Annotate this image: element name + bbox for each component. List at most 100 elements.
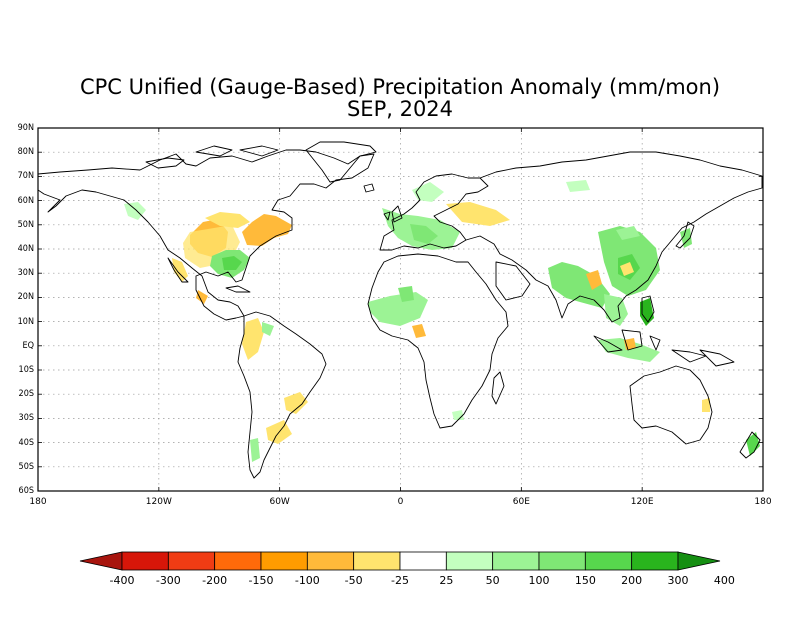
colorbar-label: -50 <box>344 574 363 587</box>
coast-japan <box>675 221 695 249</box>
anomaly-sahel-wet <box>368 292 428 326</box>
lat-label: 40N <box>17 244 34 254</box>
lat-label: 30S <box>18 413 34 424</box>
lon-label: 60W <box>269 497 290 507</box>
lat-label: 70N <box>17 171 34 182</box>
colorbar-cell <box>353 551 401 571</box>
colorbar-label: 50 <box>485 574 500 587</box>
coast-new-zealand <box>739 431 761 459</box>
colorbar-label: -300 <box>155 574 181 587</box>
coast-baja <box>167 257 189 283</box>
colorbar-label: 100 <box>528 574 550 587</box>
map-title: CPC Unified (Gauge-Based) Precipitation … <box>79 75 721 99</box>
colorbar-cell <box>445 551 494 571</box>
lat-label: 10S <box>18 365 34 375</box>
anomaly-us-southeast-wet-core <box>222 256 242 270</box>
coast-north-america <box>38 149 375 321</box>
colorbar-label: 25 <box>439 574 454 587</box>
colorbar-label: 300 <box>667 574 689 587</box>
coast-greenland <box>305 141 377 183</box>
anomaly-china-dry <box>620 262 634 276</box>
coast-arctic-islands <box>145 145 279 169</box>
coast-asia <box>465 151 763 323</box>
coast-madagascar <box>491 371 505 405</box>
lat-label: 10N <box>17 316 34 327</box>
coast-indonesia <box>593 329 707 363</box>
lon-label: 120E <box>630 497 654 507</box>
colorbar-label: -25 <box>391 574 409 587</box>
colorbar-cell <box>631 551 679 571</box>
anomaly-chile-wet <box>250 438 260 462</box>
colorbar-label: -150 <box>248 574 274 587</box>
coast-australia <box>629 365 713 445</box>
coast-iceland <box>363 183 375 193</box>
coastlines <box>38 141 763 479</box>
colorbar-cell <box>167 551 216 571</box>
anomaly-amazon-wet <box>262 322 274 336</box>
lat-label: 60N <box>17 195 34 206</box>
lat-label: 90N <box>17 123 34 133</box>
coast-south-america <box>237 311 327 479</box>
anomaly-nz-wet <box>746 432 760 456</box>
coast-uk <box>383 205 403 223</box>
colorbar-under-arrow <box>79 551 123 571</box>
coast-cuba <box>225 285 251 293</box>
coast-europe <box>379 173 489 251</box>
colorbar-over-arrow <box>677 551 721 571</box>
anomaly-siberia-wet <box>566 180 590 192</box>
colorbar-cell <box>492 551 540 571</box>
anomaly-russia-dry <box>446 202 510 226</box>
anomaly-india-wet <box>548 262 610 308</box>
lat-label: 50N <box>17 219 34 230</box>
anomaly-westafrica-wet <box>398 286 414 302</box>
coast-arabia <box>495 261 531 301</box>
anomaly-mongolia-wet <box>616 226 640 240</box>
lat-label: 20N <box>17 292 34 303</box>
anomaly-canada-dry <box>205 212 250 228</box>
anomaly-scandinavia-wet <box>412 182 444 202</box>
lon-label: 60E <box>512 497 530 507</box>
anomaly-nigeria-dry <box>412 324 426 338</box>
anomaly-brazil-dry <box>284 392 308 414</box>
colorbar-cell <box>399 551 447 571</box>
coast-africa <box>367 253 509 429</box>
colorbar-cell <box>538 551 586 571</box>
anomaly-mexico-dry <box>172 258 188 282</box>
anomaly-mexico-dry2 <box>196 290 208 304</box>
lon-label: 0 <box>397 497 404 507</box>
lat-label: EQ <box>22 340 35 351</box>
anomaly-us-northeast-dry <box>242 214 292 246</box>
colorbar-label: 150 <box>574 574 596 587</box>
anomaly-japan-wet <box>680 228 692 248</box>
anomaly-fill-layer <box>124 180 760 462</box>
colorbar-cell <box>306 551 355 571</box>
coast-new-guinea <box>699 349 735 367</box>
lat-label: 40S <box>18 437 34 448</box>
colorbar-label: -200 <box>202 574 228 587</box>
lon-label: 180 <box>29 497 47 507</box>
colorbar <box>79 551 721 571</box>
anomaly-india-dry <box>586 270 602 290</box>
lon-label: 120W <box>145 497 172 507</box>
anomaly-colombia-dry <box>242 318 264 360</box>
coast-philippines <box>641 295 655 323</box>
lat-label: 60S <box>18 486 34 496</box>
colorbar-label: 200 <box>621 574 643 587</box>
colorbar-cell <box>260 551 308 571</box>
anomaly-south-africa-wet <box>452 410 464 420</box>
map-subtitle: SEP, 2024 <box>346 97 454 121</box>
colorbar-label: -100 <box>294 574 320 587</box>
lat-label: 20S <box>18 389 34 400</box>
lat-label: 50S <box>18 461 34 472</box>
colorbar-cell <box>121 551 169 571</box>
anomaly-indochina-wet <box>604 294 628 326</box>
anomaly-europe-wet-core <box>410 224 438 244</box>
anomaly-australia-east-dry <box>702 398 710 412</box>
lat-label: 30N <box>17 268 34 279</box>
colorbar-cell <box>584 551 633 571</box>
colorbar-cell <box>214 551 262 571</box>
anomaly-philippines-wet <box>640 298 654 326</box>
colorbar-label: 400 <box>713 574 735 587</box>
colorbar-label: -400 <box>109 574 135 587</box>
